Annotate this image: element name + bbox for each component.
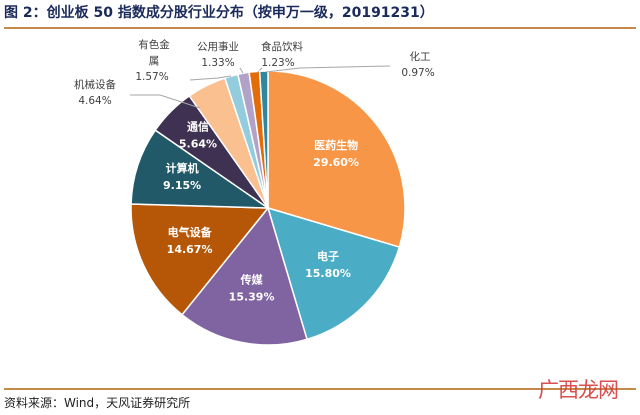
chart-title: 图 2：创业板 50 指数成分股行业分布（按申万一级，20191231） xyxy=(4,2,636,29)
slice-value-10: 1.23% xyxy=(261,57,294,69)
slice-label-1: 医药生物 xyxy=(314,138,358,152)
slice-value-6: 5.64% xyxy=(179,138,217,151)
slice-value-3: 15.39% xyxy=(229,290,275,303)
pie-slice-3 xyxy=(180,206,308,346)
pie-slice-4 xyxy=(130,203,270,316)
slice-label-5: 计算机 xyxy=(166,161,199,175)
slice-label-11: 化工 xyxy=(410,50,431,63)
pie-slice-11 xyxy=(258,70,269,209)
source-note: 资料来源：Wind，天风证券研究所 xyxy=(4,388,636,411)
slice-label-9: 公用事业 xyxy=(197,40,239,53)
pie-slice-2 xyxy=(266,206,401,341)
slice-value-2: 15.80% xyxy=(305,267,351,280)
leader-line-9 xyxy=(239,67,244,74)
slice-value-8: 1.57% xyxy=(135,71,168,83)
slice-value-4: 14.67% xyxy=(167,243,213,256)
slice-label-2: 电子 xyxy=(317,249,339,263)
pie-slice-5 xyxy=(130,129,271,209)
pie-slice-1 xyxy=(267,70,406,249)
slice-label-10: 食品饮料 xyxy=(261,40,303,53)
leader-line-8 xyxy=(189,75,232,81)
slice-label-4: 电气设备 xyxy=(168,225,213,239)
slice-value-1: 29.60% xyxy=(313,156,359,169)
slice-value-5: 9.15% xyxy=(163,179,201,192)
slice-label-8-b: 属 xyxy=(149,55,160,67)
slice-label-3: 传媒 xyxy=(240,272,264,286)
leader-line-11 xyxy=(265,65,391,73)
slice-label-7: 机械设备 xyxy=(74,78,116,91)
leader-line-7 xyxy=(130,94,201,109)
slice-label-8: 有色金 xyxy=(138,38,170,51)
slice-value-9: 1.33% xyxy=(201,57,234,69)
slice-value-7: 4.64% xyxy=(78,95,111,107)
watermark: 广西龙网 xyxy=(538,378,619,402)
slice-value-11: 0.97% xyxy=(401,67,434,79)
leader-line-10 xyxy=(257,67,263,73)
slice-label-6: 通信 xyxy=(187,120,209,134)
